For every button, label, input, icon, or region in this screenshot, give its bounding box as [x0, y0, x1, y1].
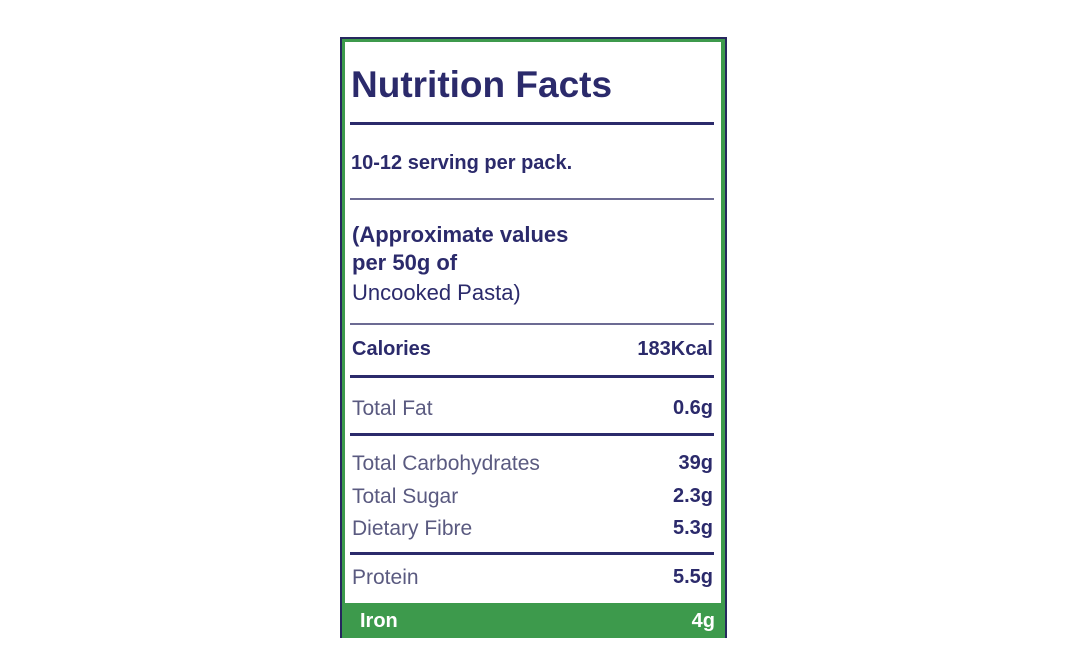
note-line: (Approximate values — [352, 222, 569, 247]
rule — [350, 433, 714, 436]
row-label: Total Fat — [352, 397, 433, 420]
row-value: 2.3g — [672, 485, 713, 507]
row-value: 4g — [691, 610, 715, 632]
note-line: Uncooked Pasta) — [352, 280, 521, 305]
row-label: Protein — [352, 566, 419, 589]
rule — [350, 375, 714, 378]
title: Nutrition Facts — [351, 64, 613, 105]
rule — [350, 122, 714, 125]
rule — [350, 552, 714, 555]
rule — [350, 323, 714, 325]
row-value: 183Kcal — [637, 338, 713, 360]
row-label: Calories — [352, 338, 431, 360]
row-label: Iron — [360, 610, 398, 632]
note-line: per 50g of — [352, 250, 458, 275]
row-label: Dietary Fibre — [352, 517, 473, 540]
row-value: 5.3g — [672, 517, 713, 539]
row-value: 39g — [678, 452, 713, 474]
row-label: Total Carbohydrates — [352, 452, 540, 475]
serving: 10-12 serving per pack. — [351, 152, 573, 174]
row-value: 0.6g — [672, 397, 713, 419]
row-value: 5.5g — [672, 566, 713, 588]
label-body — [345, 42, 721, 603]
row-label: Total Sugar — [352, 485, 459, 508]
rule — [350, 198, 714, 200]
